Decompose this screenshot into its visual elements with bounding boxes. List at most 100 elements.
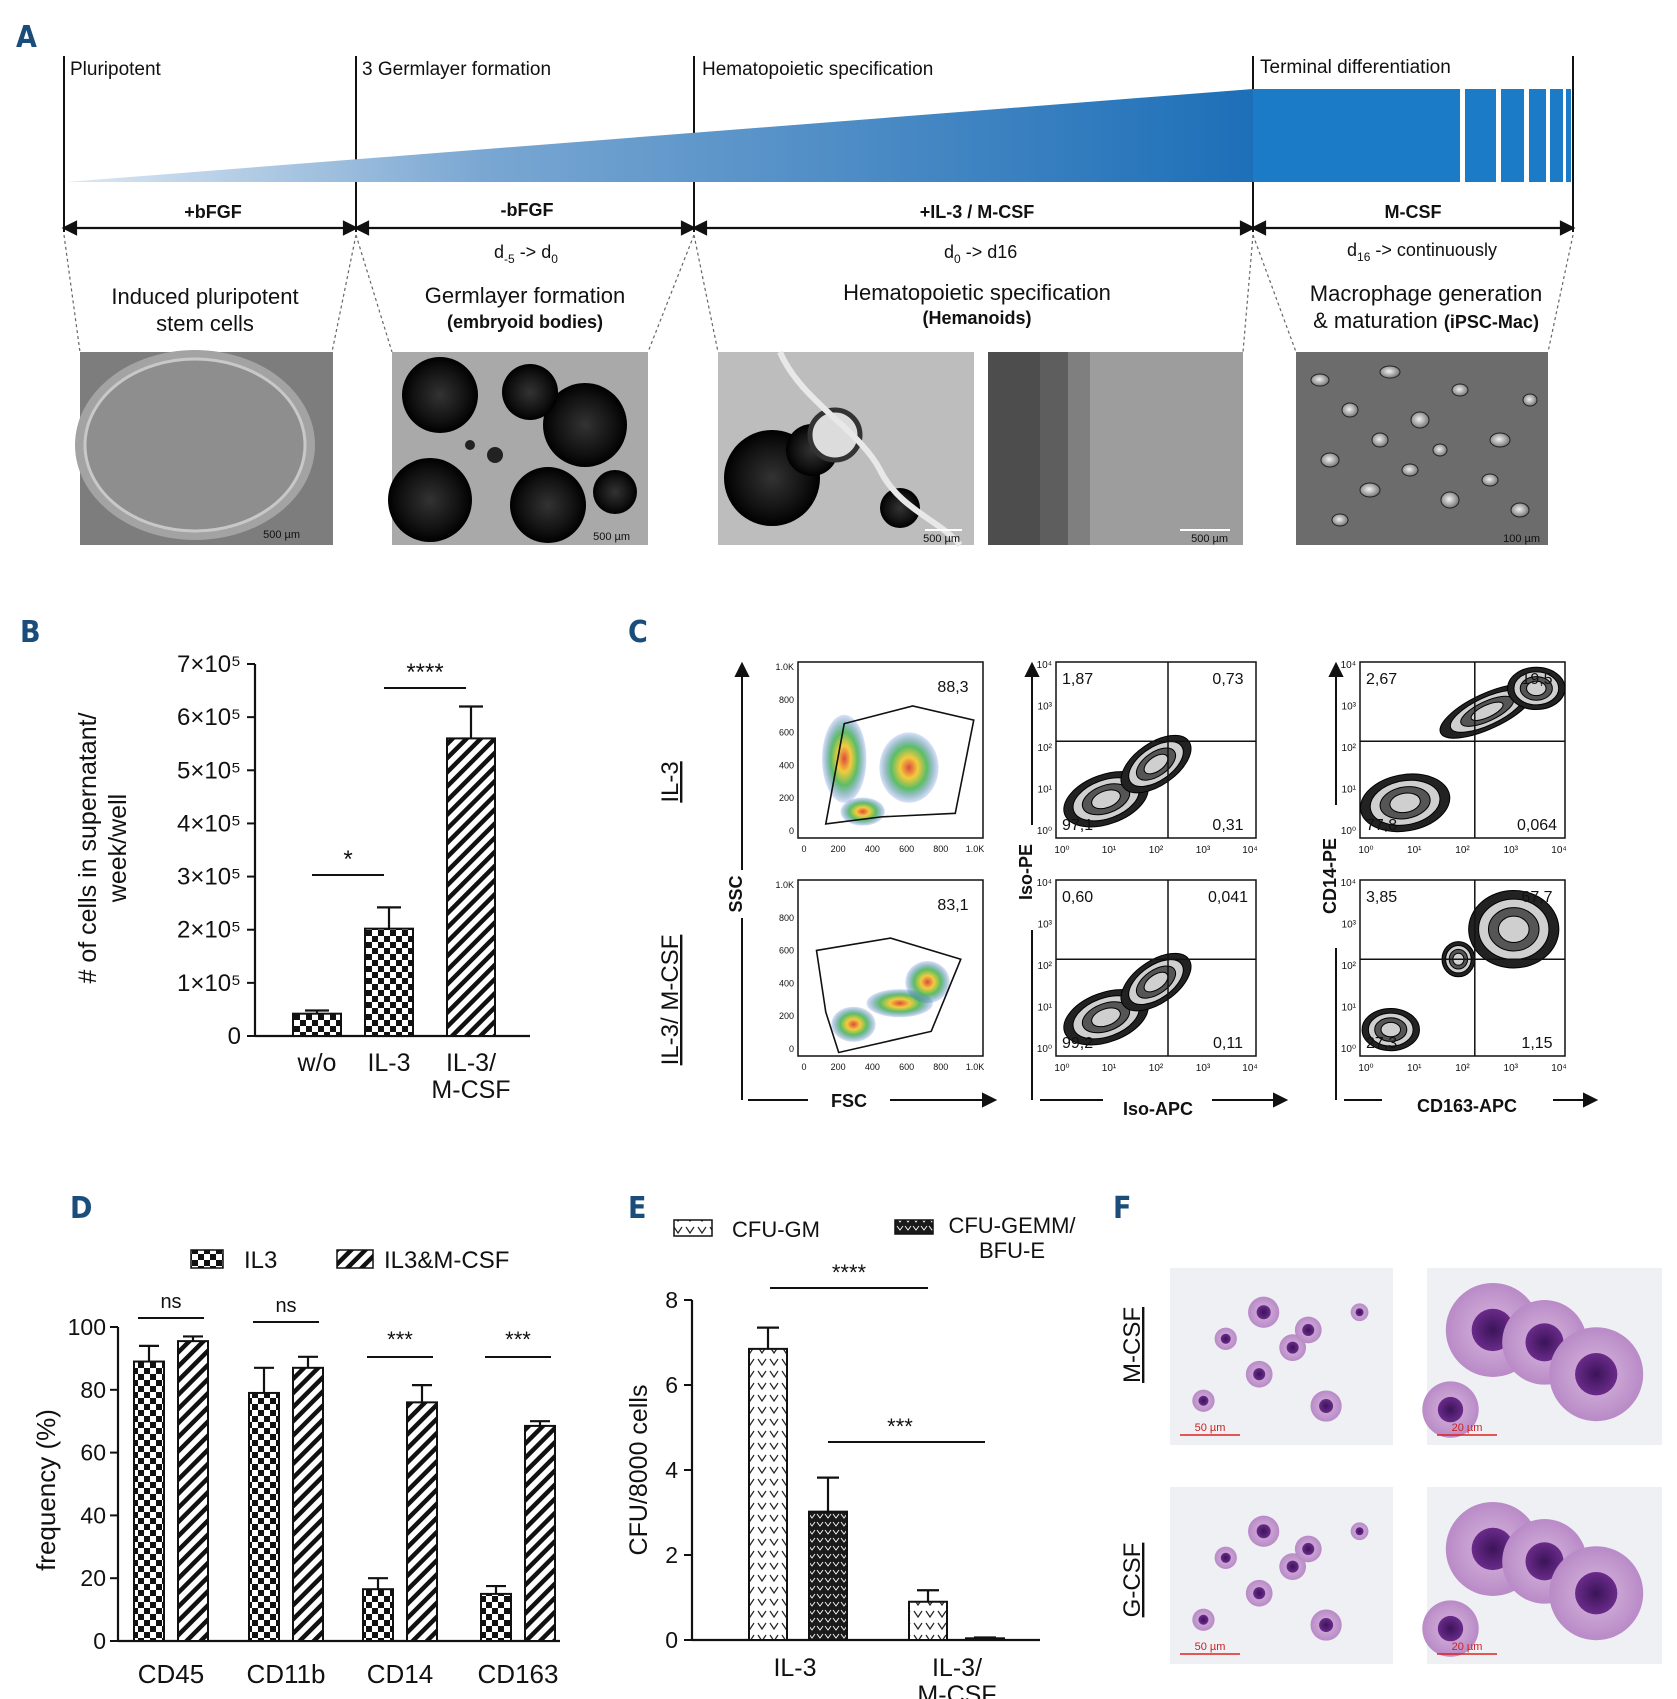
y-tick-label: 10¹ [1038, 1003, 1053, 1014]
x-tick-label: IL-3/ [446, 1049, 496, 1077]
y-tick-label: 1×10⁵ [177, 970, 241, 997]
bar [908, 1600, 948, 1641]
bar [292, 1012, 342, 1037]
stage-desc-line1: Macrophage generation [1310, 281, 1542, 306]
x-tick-label: 10⁴ [1551, 1063, 1566, 1074]
condition-arrows [61, 220, 1576, 236]
axis-label-iso-pe: Iso-PE [1016, 844, 1036, 900]
bar [524, 1424, 556, 1643]
stage-label: Terminal differentiation [1260, 57, 1451, 78]
cell-nucleus [1525, 1323, 1564, 1362]
y-tick-label: 10² [1038, 961, 1053, 972]
scale-bar-label: 100 µm [1503, 533, 1540, 545]
cell-nucleus [1256, 1305, 1271, 1320]
quadrant-ll: 77,8 [1366, 817, 1397, 834]
y-tick-label: 10³ [1038, 920, 1053, 931]
x-tick-label: 800 [933, 844, 948, 854]
x-tick-label: 10¹ [1102, 1063, 1117, 1074]
y-tick-label: 1.0K [775, 880, 794, 890]
cytospin-image: 50 µm [1170, 1268, 1393, 1445]
gate-percentage: 83,1 [937, 897, 968, 914]
condition-label: M-CSF [1385, 202, 1442, 222]
cd-axis-arrows [1328, 661, 1599, 1108]
row-label-il3-mcsf: IL-3/ M-CSF [657, 935, 684, 1066]
y-tick-label: 10⁴ [1037, 660, 1052, 671]
quadrant-ul: 2,67 [1366, 671, 1397, 688]
y-tick-label: 0 [93, 1628, 106, 1654]
y-tick-label: 800 [779, 913, 794, 923]
x-tick-label: 800 [933, 1062, 948, 1072]
y-tick-label: 100 [68, 1314, 106, 1340]
quadrant-lr: 0,31 [1212, 817, 1243, 834]
x-tick-label: 10³ [1504, 845, 1519, 856]
panel-b: B 0 1×10⁵ 2×10⁵ 3×10⁵ 4×10⁵ 5×10⁵ 6×10⁵ 7×10⁵ w/… [20, 615, 530, 1104]
day-label-hemato: d0 -> d16 [944, 242, 1017, 266]
bar [362, 1588, 394, 1642]
contour-level [1526, 680, 1547, 697]
legend-swatch [894, 1219, 934, 1235]
cytospin-image: 20 µm [1422, 1268, 1662, 1445]
stage-label: Hematopoietic specification [702, 59, 933, 80]
micrograph-macrophages: 100 µm [1296, 352, 1548, 545]
quadrant-ul: 1,87 [1062, 671, 1093, 688]
bar [748, 1347, 788, 1641]
day-labels: d-5 -> d0 d0 -> d16 d16 -> continuously [494, 240, 1497, 266]
x-tick-label: 10³ [1196, 1063, 1211, 1074]
density-cloud [879, 732, 939, 803]
x-tick-label: 1.0K [966, 844, 985, 854]
y-tick-label: 2×10⁵ [177, 917, 241, 944]
y-tick-label: 0 [665, 1627, 678, 1653]
significance-label: ns [275, 1295, 296, 1317]
contour-level [1143, 971, 1169, 993]
cell-nucleus [1220, 1333, 1231, 1344]
scale-bar-label: 500 µm [923, 533, 960, 545]
x-tick-label: 0 [801, 1062, 806, 1072]
y-axis-label: # of cells in supernatant/ [74, 712, 102, 983]
condition-label: -bFGF [501, 200, 554, 220]
panel-label-a: A [16, 20, 37, 55]
x-tick-label: 10⁰ [1358, 1063, 1373, 1074]
scatter-plot: 83,1 1.0K 800 600 400 200 00 200 400 600 800 1.0K [775, 879, 985, 1072]
zoom-lines [63, 234, 1574, 353]
x-tick-label: 0 [801, 844, 806, 854]
panel-label-c: C [628, 615, 648, 650]
day-label-germlayer: d-5 -> d0 [494, 242, 558, 266]
panel-d: D 0 20 40 60 80 100 frequency (%) CD45 ns CD11b ns… [31, 1191, 560, 1689]
cytospin-image: 20 µm [1422, 1487, 1662, 1664]
x-tick-label: 1.0K [966, 1062, 985, 1072]
significance-label: *** [387, 1327, 413, 1352]
y-tick-label: 10³ [1038, 702, 1053, 713]
cell-nucleus [1198, 1395, 1209, 1406]
y-tick-label: 10² [1342, 743, 1357, 754]
cell-nucleus [1256, 1524, 1271, 1539]
x-tick-label: 10⁰ [1358, 845, 1373, 856]
scale-bar-label: 20 µm [1452, 1641, 1483, 1653]
cell-nucleus [1355, 1527, 1364, 1536]
scale-bar-label: 50 µm [1195, 1422, 1226, 1434]
row-label-gcsf: G-CSF [1119, 1543, 1146, 1618]
scale-bar-label: 500 µm [593, 531, 630, 543]
y-tick-label: 4 [665, 1457, 678, 1483]
x-tick-label: 10¹ [1407, 1063, 1422, 1074]
day-label-terminal: d16 -> continuously [1347, 240, 1497, 264]
x-tick-label: 10⁴ [1242, 845, 1257, 856]
stage-desc-line1: Germlayer formation [425, 283, 626, 308]
quadrant-ur: 0,73 [1212, 671, 1243, 688]
micrograph-hematopoietic-cells: 500 µm [988, 352, 1243, 545]
axis-label-ssc: SSC [726, 875, 746, 912]
contour-level [1497, 915, 1530, 943]
y-tick-label: 600 [779, 946, 794, 956]
contour-level [1470, 701, 1504, 721]
x-tick-label: M-CSF [917, 1681, 996, 1699]
y-tick-label: 3×10⁵ [177, 864, 241, 891]
axis-label-cd163: CD163-APC [1417, 1096, 1517, 1116]
stage-label: Pluripotent [70, 59, 162, 80]
cell-nucleus [1286, 1341, 1299, 1354]
bar [808, 1510, 848, 1642]
y-tick-label: 6 [665, 1372, 678, 1398]
bar [292, 1366, 324, 1642]
condition-label: +IL-3 / M-CSF [920, 202, 1035, 222]
